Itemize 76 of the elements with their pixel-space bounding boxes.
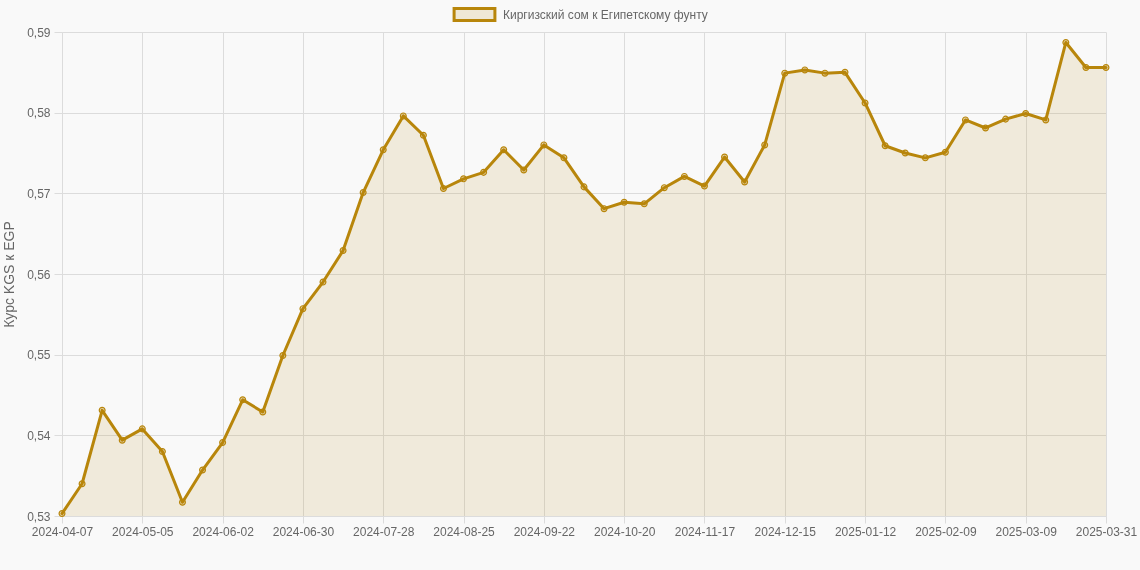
point xyxy=(118,436,126,444)
point xyxy=(841,68,849,76)
point xyxy=(279,351,287,359)
point xyxy=(901,149,909,157)
x-tick-label: 2025-03-09 xyxy=(995,524,1058,539)
point xyxy=(540,141,548,149)
point xyxy=(319,278,327,286)
y-tick-label: 0,59 xyxy=(27,25,51,40)
x-tick-label: 2024-06-30 xyxy=(272,524,335,539)
point xyxy=(821,69,829,77)
x-tick-label: 2025-01-12 xyxy=(834,524,897,539)
point xyxy=(98,406,106,414)
y-tick-label: 0,53 xyxy=(27,509,51,524)
point xyxy=(580,183,588,191)
y-tick-label: 0,56 xyxy=(27,267,51,282)
x-tick-label: 2024-05-05 xyxy=(112,524,174,539)
y-axis-title: Курс KGS к EGP xyxy=(1,221,18,328)
point xyxy=(761,141,769,149)
point xyxy=(1042,116,1050,124)
point xyxy=(921,154,929,162)
y-tick-label: 0,54 xyxy=(27,428,51,443)
point xyxy=(660,184,668,192)
point xyxy=(520,166,528,174)
point xyxy=(259,408,267,416)
point xyxy=(781,69,789,77)
x-tick-label: 2024-04-07 xyxy=(31,524,94,539)
point xyxy=(480,168,488,176)
point xyxy=(1082,63,1090,71)
point xyxy=(379,146,387,154)
y-tick-label: 0,58 xyxy=(27,106,51,121)
point xyxy=(178,498,186,506)
point xyxy=(801,66,809,74)
point xyxy=(982,124,990,132)
x-tick-label: 2024-12-15 xyxy=(754,524,817,539)
x-tick-label: 2025-02-09 xyxy=(915,524,977,539)
point xyxy=(881,142,889,150)
point xyxy=(1062,38,1070,46)
point xyxy=(741,178,749,186)
point xyxy=(600,205,608,213)
point xyxy=(1102,63,1110,71)
point xyxy=(700,182,708,190)
point xyxy=(219,439,227,447)
y-tick-label: 0,57 xyxy=(27,186,51,201)
point xyxy=(861,99,869,107)
x-tick-label: 2025-03-31 xyxy=(1075,524,1138,539)
point xyxy=(961,116,969,124)
point xyxy=(78,480,86,488)
point xyxy=(1002,115,1010,123)
point xyxy=(399,112,407,120)
point xyxy=(299,305,307,313)
x-tick-label: 2024-06-02 xyxy=(192,524,255,539)
point xyxy=(620,198,628,206)
x-tick-label: 2024-10-20 xyxy=(593,524,656,539)
point xyxy=(239,396,247,404)
x-tick-label: 2024-11-17 xyxy=(674,524,736,539)
x-tick-label: 2024-08-25 xyxy=(433,524,496,539)
point xyxy=(58,510,66,518)
point xyxy=(158,447,166,455)
point xyxy=(419,131,427,139)
point xyxy=(680,172,688,180)
point xyxy=(1022,109,1030,117)
x-tick-label: 2024-07-28 xyxy=(353,524,415,539)
point xyxy=(500,146,508,154)
point xyxy=(359,189,367,197)
point xyxy=(199,466,207,474)
point xyxy=(560,154,568,162)
point xyxy=(640,200,648,208)
point xyxy=(460,175,468,183)
point xyxy=(721,153,729,161)
point xyxy=(941,148,949,156)
point xyxy=(138,425,146,433)
point xyxy=(339,247,347,255)
point xyxy=(439,184,447,192)
y-tick-label: 0,55 xyxy=(27,348,51,363)
x-tick-label: 2024-09-22 xyxy=(513,524,576,539)
legend-label: Киргизский сом к Египетскому фунту xyxy=(503,7,708,22)
